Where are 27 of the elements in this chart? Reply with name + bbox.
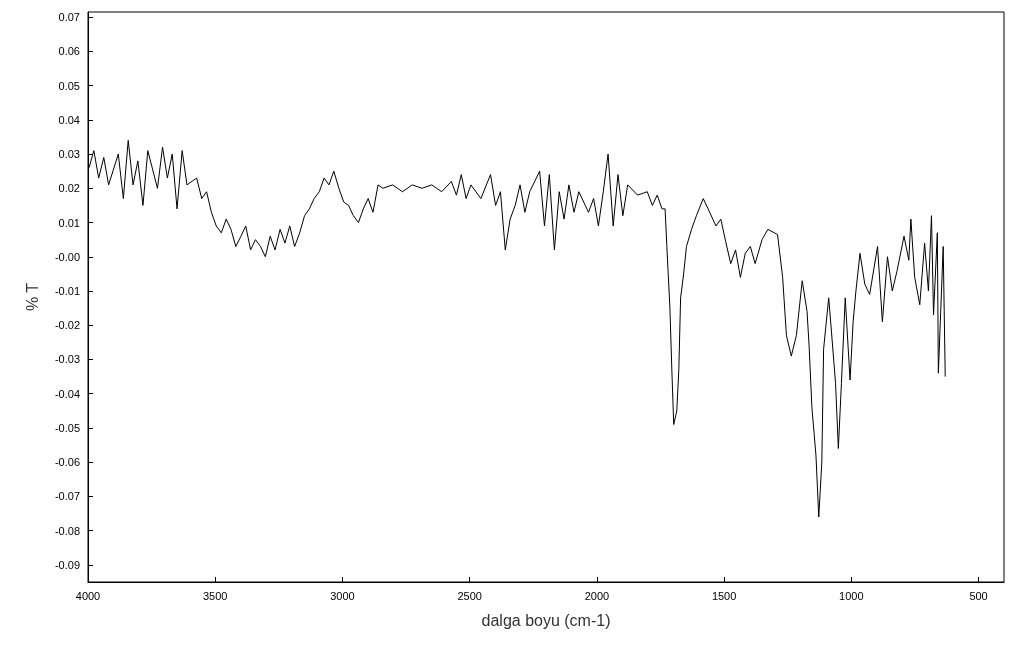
- x-tick-label: 1000: [839, 589, 864, 602]
- x-axis-title: dalga boyu (cm-1): [481, 611, 611, 629]
- y-tick-label: -0.08: [54, 524, 80, 537]
- y-tick-label: -0.03: [54, 353, 80, 366]
- y-tick-label: 0.05: [58, 79, 80, 92]
- y-tick-label: 0.03: [58, 148, 80, 161]
- x-tick-label: 1500: [711, 589, 737, 602]
- y-tick-label: -0.00: [54, 250, 80, 263]
- x-tick-label: 500: [969, 589, 988, 602]
- y-tick-label: -0.09: [54, 558, 80, 571]
- y-tick-label: -0.01: [54, 285, 80, 298]
- x-tick-label: 2000: [584, 589, 610, 602]
- y-tick-label: -0.07: [54, 490, 80, 503]
- x-tick-label: 4000: [75, 589, 101, 602]
- y-tick-label: -0.02: [54, 319, 80, 332]
- x-tick-label: 3000: [330, 589, 355, 602]
- y-tick-label: 0.06: [58, 45, 80, 58]
- y-tick-label: -0.06: [54, 456, 80, 469]
- y-tick-label: 0.04: [58, 113, 80, 126]
- y-tick-label: -0.05: [54, 421, 80, 434]
- y-tick-label: 0.07: [58, 11, 80, 24]
- y-tick-label: 0.01: [58, 216, 80, 229]
- y-tick-label: 0.02: [58, 182, 80, 195]
- x-tick-label: 2500: [457, 589, 482, 602]
- y-axis-title: % T: [23, 282, 41, 312]
- x-tick-label: 3500: [202, 589, 228, 602]
- y-tick-label: -0.04: [54, 387, 80, 400]
